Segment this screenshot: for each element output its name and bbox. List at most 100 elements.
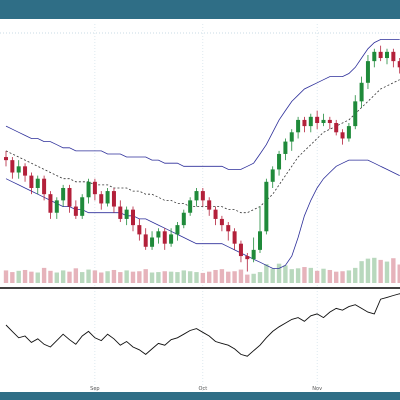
candle-body	[181, 212, 186, 226]
candle-body	[29, 175, 34, 188]
volume-bar	[124, 270, 129, 283]
candle-body	[372, 51, 377, 62]
volume-bar	[238, 269, 244, 283]
candle-body	[118, 206, 123, 219]
candle-body	[86, 181, 91, 198]
candle-body	[213, 209, 218, 219]
volume-bar	[41, 267, 47, 283]
x-axis: SepOctNovDec	[90, 386, 322, 392]
candle-body	[238, 243, 243, 257]
candle-body	[232, 231, 237, 244]
candle-body	[48, 194, 53, 213]
volume-bar	[346, 270, 352, 283]
candle-body	[150, 237, 155, 247]
volume-bar	[137, 271, 142, 283]
volume-bar	[372, 257, 377, 283]
volume-bar	[384, 261, 390, 283]
candle-body	[188, 200, 193, 213]
candle-body	[200, 191, 205, 201]
volume-bar	[35, 272, 40, 283]
x-tick-label: Oct	[199, 386, 208, 392]
candle-body	[302, 119, 307, 127]
candlesticks	[4, 45, 400, 272]
volume-bar	[245, 274, 250, 283]
volume-bar	[219, 269, 225, 283]
candle-body	[137, 225, 142, 235]
candle-body	[219, 218, 224, 226]
volume-bar	[29, 271, 34, 283]
volume-bar	[130, 271, 136, 283]
volume-bar	[105, 271, 110, 283]
candle-body	[334, 123, 339, 133]
volume-bar	[175, 272, 180, 283]
candle-body	[162, 231, 167, 244]
footer-bar	[0, 392, 400, 400]
candle-body	[194, 191, 199, 201]
candle-body	[365, 61, 370, 83]
volume-bar	[54, 272, 59, 283]
volume-bar	[397, 264, 400, 283]
volume-bar	[200, 272, 206, 283]
volume-bar	[111, 269, 117, 283]
volume-bar	[10, 272, 15, 283]
volume-bar	[353, 267, 358, 283]
moving-average-line	[5, 79, 400, 214]
candle-body	[378, 51, 383, 59]
bollinger-bands	[5, 39, 400, 269]
candle-body	[315, 116, 320, 124]
candle-body	[99, 194, 104, 204]
volume-bar	[48, 270, 53, 283]
candle-body	[143, 234, 148, 247]
volume-bar	[289, 269, 294, 283]
candle-body	[391, 51, 396, 62]
candle-body	[4, 157, 8, 161]
volume-bar	[359, 261, 364, 283]
volume-bar	[73, 268, 79, 283]
volume-bar	[156, 272, 161, 283]
volume-bar	[143, 269, 148, 283]
volume-bar	[391, 258, 396, 283]
candle-body	[169, 234, 174, 244]
volume-bar	[264, 264, 269, 283]
candle-body	[277, 153, 282, 170]
volume-bar	[232, 271, 237, 283]
candle-body	[283, 141, 288, 154]
indicator-line	[5, 293, 400, 357]
candle-body	[105, 191, 110, 204]
volume-bar	[295, 268, 301, 283]
candle-body	[327, 119, 332, 124]
volume-bar	[327, 269, 333, 283]
candle-body	[397, 61, 400, 68]
volume-bar	[302, 267, 307, 283]
candle-body	[359, 82, 364, 102]
candle-body	[80, 197, 85, 216]
volume-bar	[99, 272, 104, 283]
volume-bar	[67, 271, 72, 283]
volume-bar	[378, 259, 383, 283]
indicator-panel	[0, 287, 400, 357]
volume-bar	[213, 269, 218, 283]
volume-bar	[187, 271, 193, 283]
volume-bar	[92, 270, 98, 283]
candle-body	[296, 119, 301, 133]
bollinger-lower-line	[5, 159, 400, 269]
candle-body	[61, 187, 66, 201]
volume-bar	[181, 270, 186, 283]
volume-bar	[365, 258, 371, 283]
candle-body	[23, 166, 28, 176]
volume-bar	[86, 269, 91, 283]
candle-body	[124, 209, 129, 219]
grid-lines	[0, 24, 400, 392]
volume-bar	[321, 268, 326, 283]
candle-body	[207, 200, 212, 210]
volume-bar	[340, 271, 345, 283]
volume-bar	[22, 269, 28, 283]
candle-body	[353, 101, 358, 127]
volume-bar	[276, 263, 282, 283]
candle-body	[54, 200, 59, 213]
candle-body	[42, 178, 47, 195]
volume-bar	[207, 271, 212, 283]
volume-bar	[118, 272, 123, 283]
candle-body	[16, 166, 21, 173]
candle-body	[35, 178, 40, 188]
